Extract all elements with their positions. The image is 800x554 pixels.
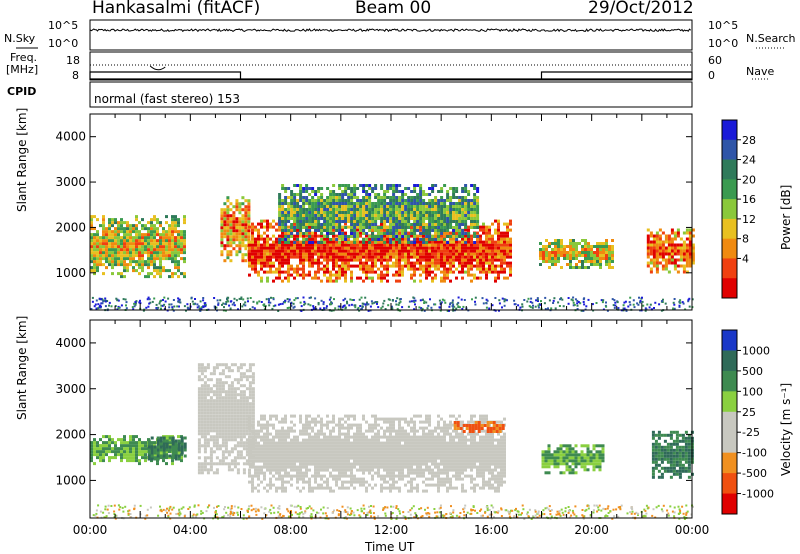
x-axis-label: Time UT — [365, 540, 415, 554]
x-tick-label: 20:00 — [574, 523, 609, 537]
velocity-colorbar-tick-label: -100 — [742, 447, 767, 460]
nsearch-top-tick: 10^5 — [708, 19, 739, 32]
power-colorbar-swatch — [722, 238, 737, 259]
velocity-colorbar-tick-label: 25 — [742, 406, 756, 419]
velocity-colorbar-swatch — [722, 370, 737, 392]
velocity-ytick-label: 1000 — [55, 473, 86, 487]
beam-title: Beam 00 — [355, 0, 432, 18]
velocity-ytick-label: 3000 — [55, 382, 86, 396]
x-tick-label: 00:00 — [73, 523, 108, 537]
power-echoes — [90, 184, 695, 312]
velocity-colorbar-swatch — [722, 330, 737, 351]
power-colorbar-tick-label: 12 — [742, 213, 756, 226]
x-tick-label: 04:00 — [173, 523, 208, 537]
power-colorbar-swatch — [722, 179, 737, 200]
station-title: Hankasalmi (fitACF) — [92, 0, 261, 18]
velocity-colorbar-swatch — [722, 473, 737, 495]
velocity-colorbar-tick-label: 100 — [742, 385, 763, 398]
velocity-colorbar-swatch — [722, 432, 737, 454]
velocity-colorbar-swatch — [722, 493, 737, 515]
nave-trace — [89, 71, 693, 80]
nsky-bottom-tick: 10^0 — [48, 37, 79, 50]
nsky-panel-frame — [89, 19, 693, 51]
velocity-colorbar-frame — [721, 329, 738, 515]
x-tick-label: 16:00 — [474, 523, 509, 537]
freq-label-1: Freq. — [10, 51, 38, 64]
nave-tick-low: 0 — [708, 69, 715, 82]
velocity-colorbar-swatch — [722, 452, 737, 474]
x-tick-label: 12:00 — [374, 523, 409, 537]
power-ytick-label: 2000 — [55, 220, 86, 234]
freq-label-2: [MHz] — [6, 63, 39, 76]
velocity-colorbar-tick-label: -1000 — [742, 488, 774, 501]
velocity-ytick-label: 4000 — [55, 336, 86, 350]
power-ytick-label: 1000 — [55, 266, 86, 280]
nsearch-label: N.Search — [746, 32, 796, 45]
nave-tick-high: 60 — [708, 54, 722, 67]
velocity-colorbar-tick-label: -25 — [742, 426, 760, 439]
freq-dip — [149, 65, 166, 71]
power-ytick-label: 3000 — [55, 175, 86, 189]
power-colorbar-swatch — [722, 218, 737, 240]
date-title: 29/Oct/2012 — [588, 0, 694, 18]
power-colorbar-swatch — [722, 258, 737, 279]
nave-label: Nave — [746, 65, 775, 78]
velocity-ytick-label: 2000 — [55, 428, 86, 442]
power-colorbar-tick-label: 8 — [742, 233, 749, 246]
power-colorbar-swatch — [722, 139, 737, 161]
power-colorbar-swatch — [722, 120, 737, 141]
nsky-label: N.Sky — [4, 32, 36, 45]
x-tick-label: 08:00 — [273, 523, 308, 537]
power-colorbar-swatch — [722, 278, 737, 299]
nsearch-bottom-tick: 10^0 — [708, 37, 739, 50]
velocity-colorbar-swatch — [722, 411, 737, 433]
power-colorbar-tick-label: 28 — [742, 134, 756, 147]
power-colorbar-tick-label: 20 — [742, 173, 756, 186]
x-tick-label: 00:00 — [675, 523, 710, 537]
power-colorbar-tick-label: 16 — [742, 193, 756, 206]
freq-panel-frame — [89, 51, 693, 81]
power-colorbar-frame — [721, 119, 738, 299]
power-colorbar-swatch — [722, 159, 737, 180]
velocity-colorbar-swatch — [722, 391, 737, 413]
power-colorbar-tick-label: 4 — [742, 252, 749, 265]
freq-tick-high: 18 — [66, 54, 80, 67]
velocity-colorbar-swatch — [722, 350, 737, 372]
cpid-value: normal (fast stereo) 153 — [94, 92, 241, 106]
freq-tick-low: 8 — [72, 69, 79, 82]
velocity-colorbar-tick-label: -500 — [742, 467, 767, 480]
power-colorbar-swatch — [722, 199, 737, 220]
power-colorbar-tick-label: 24 — [742, 154, 756, 167]
power-ytick-label: 4000 — [55, 130, 86, 144]
velocity-echoes — [90, 363, 694, 520]
cpid-label: CPID — [7, 85, 37, 98]
velocity-colorbar-tick-label: 500 — [742, 365, 763, 378]
nsky-trace — [89, 28, 692, 33]
nsky-top-tick: 10^5 — [48, 19, 79, 32]
velocity-colorbar-tick-label: 1000 — [742, 344, 770, 357]
cpid-panel-frame — [89, 81, 693, 108]
